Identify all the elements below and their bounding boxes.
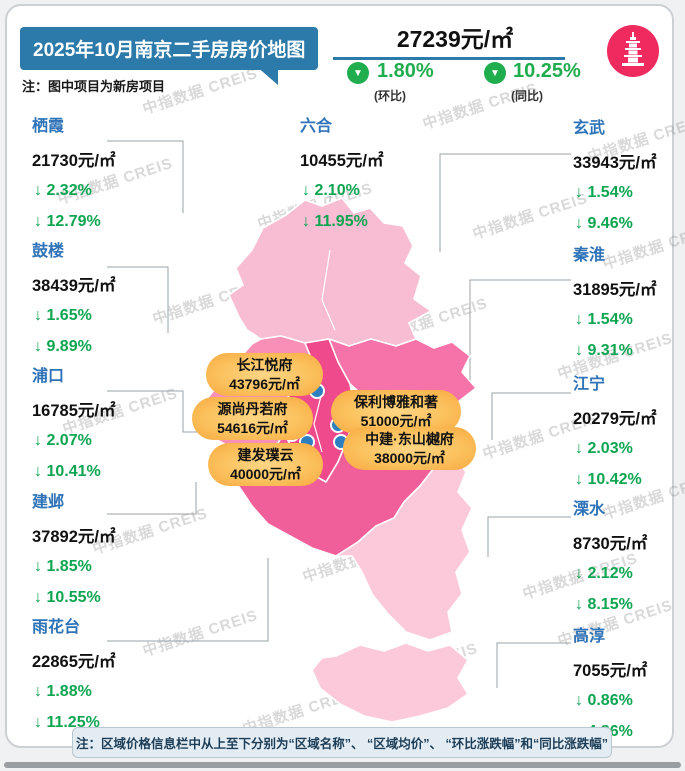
yoy-percent: 10.25%: [513, 60, 581, 82]
bottom-strip: [4, 762, 681, 768]
district-yoy-change: ↓ 11.95%: [302, 213, 368, 230]
district-name: 浦口: [32, 368, 65, 385]
district-block-qixia: 栖霞 21730元/㎡ ↓ 2.32% ↓ 12.79%: [32, 112, 182, 244]
district-price: 10455元/㎡: [300, 152, 384, 170]
district-mom-change: ↓ 1.85%: [34, 558, 92, 575]
district-mom-change: ↓ 1.54%: [575, 311, 633, 328]
project-name: 建发璞云: [237, 446, 294, 463]
district-yoy-change: ↓ 9.89%: [34, 338, 92, 355]
district-yoy-change: ↓ 12.79%: [34, 213, 101, 230]
district-yoy-change: ↓ 9.31%: [575, 342, 633, 359]
district-mom-change: ↓ 2.07%: [34, 432, 92, 449]
page-title: 2025年10月南京二手房房价地图: [20, 27, 319, 70]
district-block-xuanwu: 玄武 33943元/㎡ ↓ 1.54% ↓ 9.46%: [573, 114, 678, 246]
project-name: 中建·东山樾府: [365, 430, 454, 447]
district-yoy-change: ↓ 8.15%: [575, 596, 633, 613]
project-name: 源尚丹若府: [217, 400, 288, 417]
project-label-yuanshangdanruofu: 源尚丹若府 54616元/㎡: [192, 397, 313, 440]
district-name: 溧水: [573, 501, 606, 518]
title-banner-tail: [256, 66, 278, 85]
district-block-lishui: 溧水 8730元/㎡ ↓ 2.12% ↓ 8.15%: [573, 495, 678, 627]
district-price: 38439元/㎡: [32, 277, 116, 295]
district-mom-change: ↓ 1.88%: [34, 683, 92, 700]
district-price: 20279元/㎡: [573, 410, 657, 428]
district-block-qinhuai: 秦淮 31895元/㎡ ↓ 1.54% ↓ 9.31%: [573, 241, 678, 373]
project-price: 40000元/㎡: [230, 465, 301, 482]
district-mom-change: ↓ 2.32%: [34, 182, 92, 199]
mom-percent: 1.80%: [377, 60, 434, 82]
district-block-jiangning: 江宁 20279元/㎡ ↓ 2.03% ↓ 10.42%: [573, 370, 678, 502]
project-label-zhongjiandongshanyuefu: 中建·东山樾府 38000元/㎡: [343, 427, 476, 470]
map-region-gaochun: [311, 642, 469, 723]
project-price: 54616元/㎡: [217, 419, 288, 436]
district-name: 建邺: [32, 494, 65, 511]
district-mom-change: ↓ 0.86%: [575, 692, 633, 709]
district-price: 33943元/㎡: [573, 154, 657, 172]
project-price: 43796元/㎡: [229, 375, 300, 392]
mom-label: (环比): [374, 89, 406, 103]
district-yoy-change: ↓ 10.41%: [34, 463, 101, 480]
district-block-jianye: 建邺 37892元/㎡ ↓ 1.85% ↓ 10.55%: [32, 488, 182, 620]
district-name: 栖霞: [32, 118, 65, 135]
district-price: 7055元/㎡: [573, 662, 648, 680]
city-average-price: 27239元/㎡: [396, 26, 514, 52]
yoy-label: (同比): [511, 89, 543, 103]
district-price: 16785元/㎡: [32, 402, 116, 420]
district-block-yuhuatai: 雨花台 22865元/㎡ ↓ 1.88% ↓ 11.25%: [32, 613, 182, 745]
district-mom-change: ↓ 2.12%: [575, 565, 633, 582]
project-label-baoliboyahezhu: 保利博雅和著 51000元/㎡: [331, 390, 461, 433]
district-name: 雨花台: [32, 619, 81, 636]
district-price: 22865元/㎡: [32, 653, 116, 671]
down-arrow-circle-icon: ▼: [347, 62, 369, 84]
district-price: 37892元/㎡: [32, 528, 116, 546]
district-mom-change: ↓ 2.03%: [575, 440, 633, 457]
district-yoy-change: ↓ 11.25%: [34, 714, 100, 731]
district-mom-change: ↓ 2.10%: [302, 182, 360, 199]
district-price: 21730元/㎡: [32, 152, 116, 170]
district-name: 六合: [300, 118, 333, 135]
down-arrow-circle-icon: ▼: [484, 62, 506, 84]
district-price: 31895元/㎡: [573, 281, 657, 299]
district-name: 玄武: [573, 120, 606, 137]
district-name: 鼓楼: [32, 243, 65, 260]
price-underline: [333, 57, 565, 60]
district-mom-change: ↓ 1.54%: [575, 184, 633, 201]
pagoda-logo-icon: [607, 25, 659, 77]
district-price: 8730元/㎡: [573, 535, 648, 553]
district-yoy-change: ↓ 10.42%: [575, 471, 642, 488]
project-label-jianfapuyun: 建发璞云 40000元/㎡: [208, 443, 323, 486]
district-name: 江宁: [573, 376, 606, 393]
project-name: 长江悦府: [236, 356, 293, 373]
map-inner-border: [321, 249, 336, 331]
project-price: 51000元/㎡: [360, 412, 432, 429]
district-name: 秦淮: [573, 247, 606, 264]
district-yoy-change: ↓ 9.46%: [575, 215, 633, 232]
district-block-pukou: 浦口 16785元/㎡ ↓ 2.07% ↓ 10.41%: [32, 362, 182, 494]
district-name: 高淳: [573, 628, 606, 645]
district-mom-change: ↓ 1.65%: [34, 307, 92, 324]
header-note: 注：图中项目为新房项目: [22, 79, 166, 94]
project-label-changjiangyuefu: 长江悦府 43796元/㎡: [206, 353, 323, 396]
district-block-luhe: 六合 10455元/㎡ ↓ 2.10% ↓ 11.95%: [300, 112, 450, 244]
project-price: 38000元/㎡: [374, 449, 445, 466]
map-region-lishui: [335, 451, 473, 641]
district-block-gulou: 鼓楼 38439元/㎡ ↓ 1.65% ↓ 9.89%: [32, 237, 182, 369]
footer-note: 注：区域价格信息栏中从上至下分别为“区域名称”、 “区域均价”、 “环比涨跌幅”…: [72, 727, 612, 758]
project-name: 保利博雅和著: [354, 393, 438, 410]
district-yoy-change: ↓ 10.55%: [34, 589, 101, 606]
